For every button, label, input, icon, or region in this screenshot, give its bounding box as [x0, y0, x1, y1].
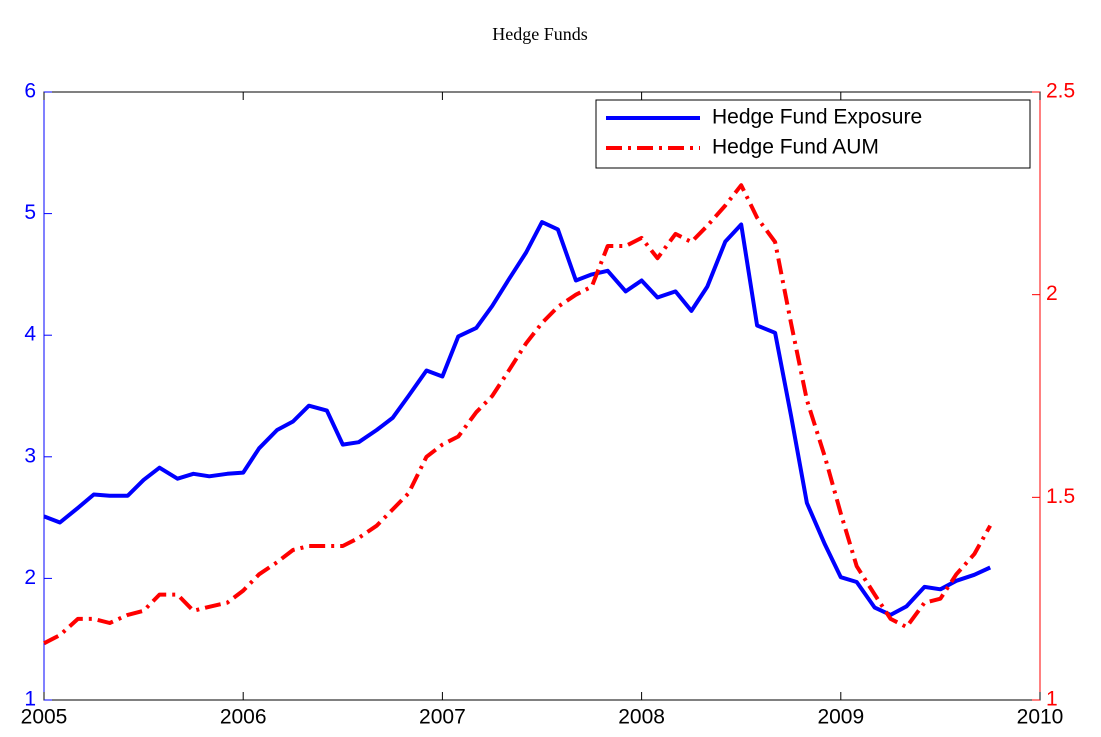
y2-tick-label: 2.5 [1046, 80, 1075, 103]
y-tick-label: 4 [24, 323, 36, 346]
legend-box [595, 99, 1031, 169]
x-tick-label: 2008 [618, 706, 665, 729]
series-line [43, 220, 992, 617]
y2-tick-label: 1 [1046, 688, 1058, 711]
y2-tick-label: 2 [1046, 282, 1058, 305]
series-line [43, 183, 992, 646]
x-tick-label: 2007 [419, 706, 466, 729]
y2-tick-label: 1.5 [1046, 485, 1075, 508]
chart-title: Hedge Funds [492, 24, 588, 44]
y-tick-label: 5 [24, 201, 36, 224]
legend-label: Hedge Fund AUM [712, 136, 879, 159]
x-tick-label: 2009 [817, 706, 864, 729]
x-tick-label: 2010 [1017, 706, 1064, 729]
x-tick-label: 2005 [21, 706, 68, 729]
y-tick-label: 1 [24, 688, 36, 711]
y-tick-label: 3 [24, 444, 36, 467]
legend-label: Hedge Fund Exposure [712, 106, 922, 129]
plot-frame [43, 91, 1041, 701]
y-tick-label: 6 [24, 80, 36, 103]
x-tick-label: 2006 [220, 706, 267, 729]
y-tick-label: 2 [24, 566, 36, 589]
